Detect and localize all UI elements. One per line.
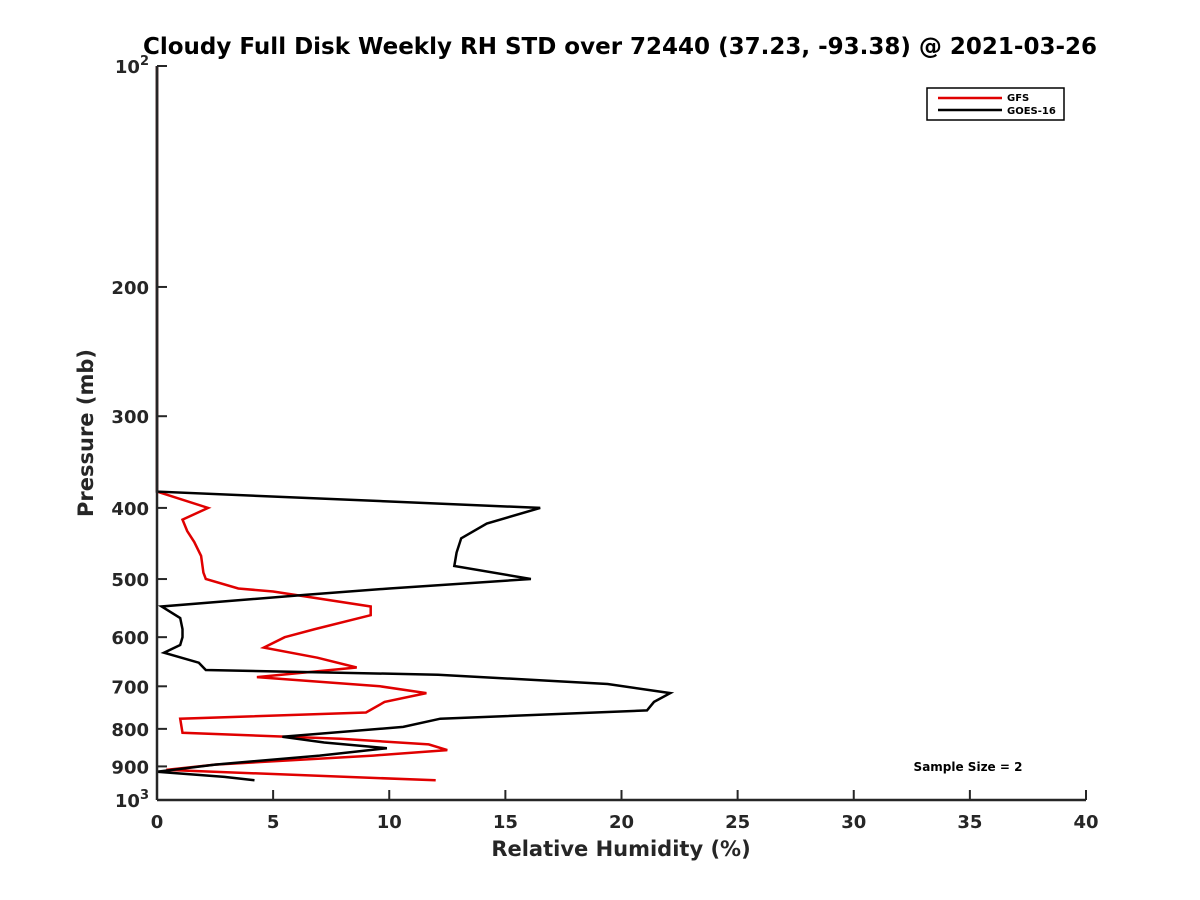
y-tick-label: 400 <box>111 499 149 520</box>
legend-label-goes-16: GOES-16 <box>1007 106 1056 117</box>
chart-title: Cloudy Full Disk Weekly RH STD over 7244… <box>143 34 1097 60</box>
legend: GFS GOES-16 <box>926 87 1065 121</box>
x-tick-label: 25 <box>725 812 750 833</box>
series-line-gfs <box>155 66 448 782</box>
x-ticks: 0 5 10 15 20 25 30 35 40 <box>151 790 1099 833</box>
plot-area: 0 5 10 15 20 25 30 35 40 102 200 300 400 500 600 700 80… <box>111 54 1098 833</box>
y-tick-label: 900 <box>111 757 149 778</box>
y-ticks: 102 200 300 400 500 600 700 800 900 103 <box>111 54 167 812</box>
x-tick-label: 15 <box>493 812 518 833</box>
series-line-goes-16 <box>155 66 675 782</box>
series-layer <box>155 66 675 782</box>
legend-box <box>926 87 1065 121</box>
x-tick-label: 35 <box>957 812 982 833</box>
y-tick-label: 200 <box>111 278 149 299</box>
y-axis-label: Pressure (mb) <box>74 349 98 517</box>
x-tick-label: 0 <box>151 812 164 833</box>
x-tick-label: 20 <box>609 812 634 833</box>
legend-label-gfs: GFS <box>1007 93 1029 104</box>
y-tick-label: 700 <box>111 677 149 698</box>
y-tick-label: 800 <box>111 720 149 741</box>
y-tick-label: 103 <box>115 788 149 812</box>
y-tick-label: 500 <box>111 570 149 591</box>
x-tick-label: 40 <box>1073 812 1098 833</box>
y-tick-label: 600 <box>111 628 149 649</box>
x-tick-label: 10 <box>377 812 402 833</box>
x-tick-label: 5 <box>267 812 280 833</box>
x-tick-label: 30 <box>841 812 866 833</box>
y-tick-label: 300 <box>111 407 149 428</box>
sample-size-annotation: Sample Size = 2 <box>914 760 1023 774</box>
y-tick-label: 102 <box>115 54 149 78</box>
x-axis-label: Relative Humidity (%) <box>491 837 750 861</box>
